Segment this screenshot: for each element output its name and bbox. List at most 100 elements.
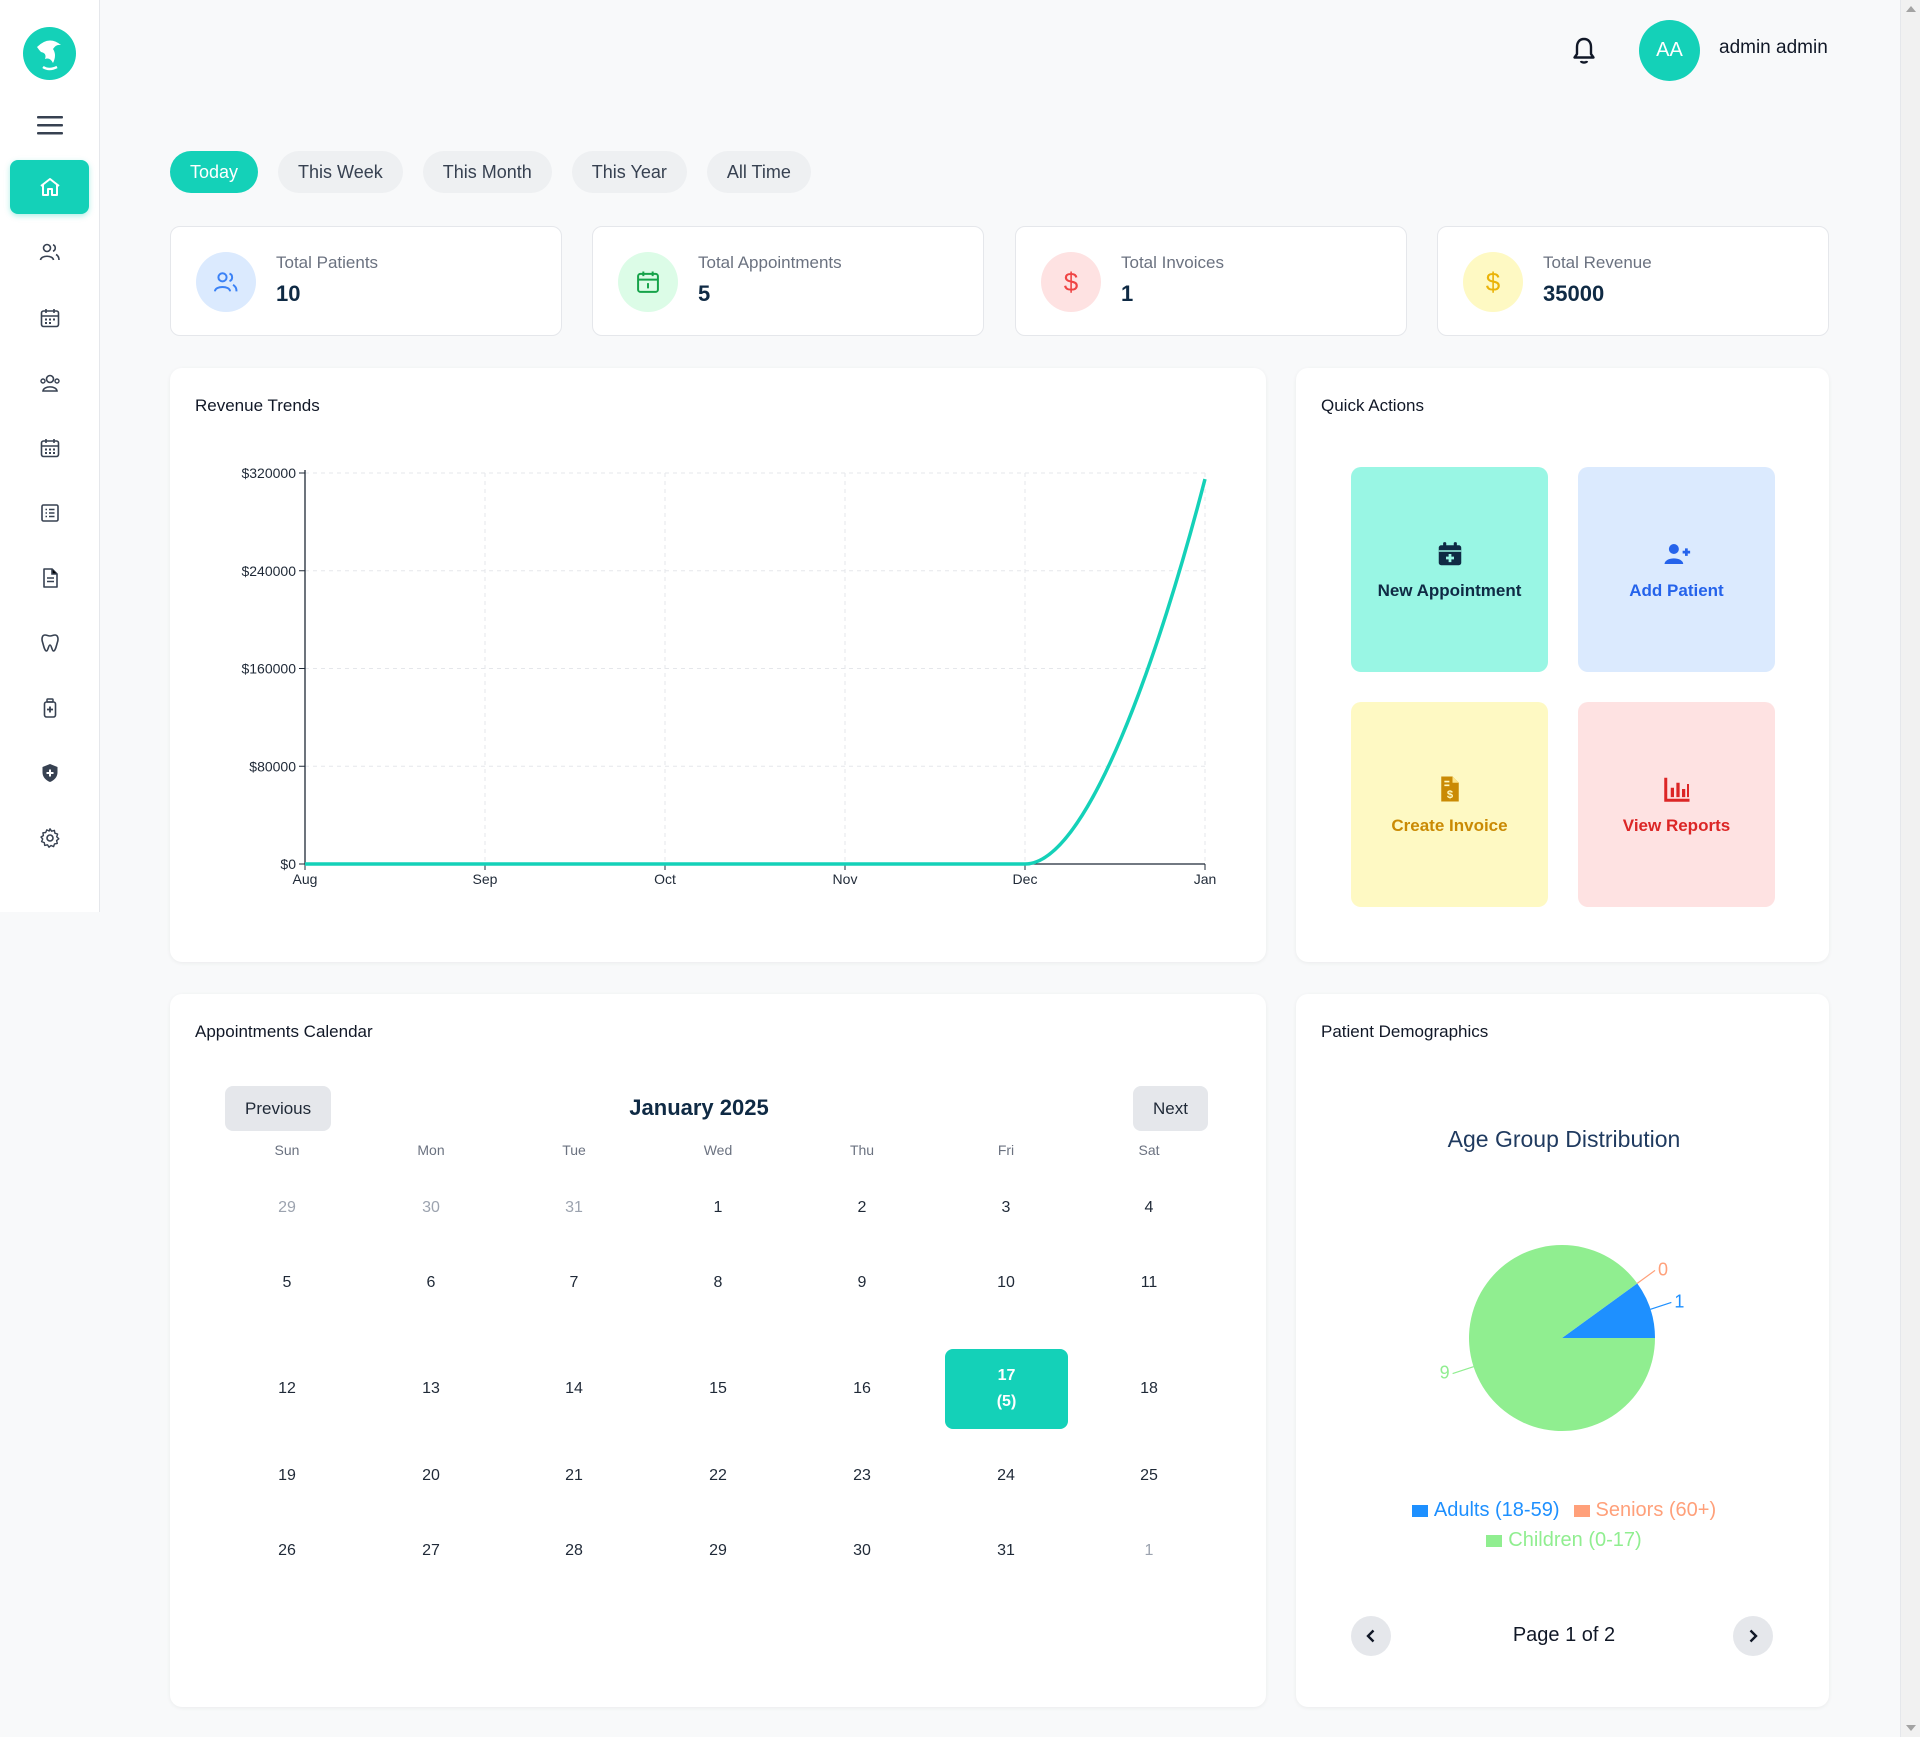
calendar-day[interactable]: 29	[709, 1542, 727, 1559]
day-of-week-header: Fri	[997, 1142, 1015, 1158]
legend-item-adults[interactable]: Adults (18-59)	[1411, 1499, 1560, 1522]
calendar-day[interactable]: 30	[853, 1542, 871, 1559]
sidebar-item-records[interactable]	[10, 486, 89, 540]
legend-swatch	[1411, 1504, 1428, 1517]
calendar-day[interactable]: 27	[422, 1542, 440, 1559]
hamburger-menu-icon[interactable]	[37, 115, 63, 135]
calendar-day[interactable]: 24	[997, 1467, 1015, 1484]
filter-tab-this-year[interactable]: This Year	[571, 151, 687, 193]
invoice-icon: $	[1440, 776, 1459, 801]
legend-item-seniors[interactable]: Seniors (60+)	[1573, 1499, 1716, 1522]
sidebar-item-schedule[interactable]	[10, 421, 89, 475]
sidebar-item-appointments[interactable]	[10, 291, 89, 345]
calendar-day[interactable]: 30	[422, 1199, 440, 1216]
calendar-day[interactable]: 15	[709, 1380, 727, 1397]
filter-tab-all-time[interactable]: All Time	[706, 151, 811, 193]
calendar-icon	[637, 271, 659, 293]
calendar-day[interactable]: 14	[565, 1380, 583, 1397]
sidebar-item-home[interactable]	[10, 160, 89, 214]
revenue-line-chart: $0 $80000 $160000 $240000 $320000 Aug Sep Oct No…	[241, 465, 1216, 887]
calendar-day[interactable]: 20	[422, 1467, 440, 1484]
calendar-previous-button[interactable]: Previous	[225, 1086, 332, 1131]
sidebar-item-medicine[interactable]	[10, 681, 89, 735]
pagination-label: Page 1 of 2	[1512, 1624, 1616, 1646]
calendar-day[interactable]: 1	[713, 1199, 723, 1216]
pager-previous-button[interactable]	[1351, 1616, 1391, 1656]
calendar-day[interactable]: 10	[997, 1274, 1015, 1291]
calendar-day[interactable]: 11	[1140, 1274, 1158, 1291]
logo[interactable]	[23, 27, 76, 80]
calendar-day[interactable]: 31	[565, 1199, 583, 1216]
pie-slice	[1562, 1283, 1655, 1338]
create-invoice-button[interactable]: $ Create Invoice	[1351, 702, 1548, 907]
bell-icon[interactable]	[1570, 36, 1598, 66]
calendar-day[interactable]: 12	[278, 1380, 296, 1397]
qa-label: View Reports	[1622, 815, 1731, 835]
calendar-day[interactable]: 18	[1140, 1380, 1158, 1397]
y-tick-label: $0	[280, 856, 296, 872]
y-tick-label: $240000	[241, 563, 296, 579]
sidebar-item-settings[interactable]	[10, 811, 89, 865]
calendar-day[interactable]: 1	[1144, 1542, 1154, 1559]
sidebar-item-staff[interactable]	[10, 356, 89, 410]
calendar-day[interactable]: 5	[282, 1274, 292, 1291]
calendar-day[interactable]: 28	[565, 1542, 583, 1559]
calendar-day-selected[interactable]: 17 (5)	[945, 1349, 1068, 1429]
legend-swatch	[1486, 1534, 1503, 1547]
view-reports-button[interactable]: View Reports	[1578, 702, 1775, 907]
calendar-day[interactable]: 22	[709, 1467, 727, 1484]
pie-legend-row: Adults (18-59) Seniors (60+)	[1296, 1499, 1832, 1522]
sidebar-item-patients[interactable]	[10, 225, 89, 279]
filter-tab-this-week[interactable]: This Week	[278, 151, 403, 193]
calendar-day[interactable]: 26	[278, 1542, 296, 1559]
calendar-day[interactable]: 6	[426, 1274, 436, 1291]
day-of-week-header: Thu	[849, 1142, 875, 1158]
sidebar-item-insurance[interactable]	[10, 746, 89, 800]
calendar-day[interactable]: 19	[278, 1467, 296, 1484]
add-patient-button[interactable]: Add Patient	[1578, 467, 1775, 672]
age-group-pie-chart: 10 9	[1440, 1245, 1684, 1431]
user-group-icon	[39, 374, 60, 392]
quick-actions-panel: Quick Actions New Appointment Add Patien…	[1296, 368, 1829, 962]
svg-text:$: $	[1446, 788, 1453, 800]
calendar-day[interactable]: 8	[713, 1274, 723, 1291]
calendar-day[interactable]: 4	[1144, 1199, 1154, 1216]
username[interactable]: admin admin	[1719, 37, 1828, 58]
day-of-week-header: Wed	[703, 1142, 733, 1158]
pager-next-button[interactable]	[1733, 1616, 1773, 1656]
calendar-next-button[interactable]: Next	[1133, 1086, 1208, 1131]
sidebar-item-invoices[interactable]	[10, 551, 89, 605]
filter-tab-this-month[interactable]: This Month	[422, 151, 552, 193]
shield-plus-icon	[42, 764, 57, 782]
scroll-down-icon[interactable]	[1906, 1725, 1916, 1731]
calendar-day[interactable]: 9	[857, 1274, 867, 1291]
pie-slice-label: 1	[1674, 1291, 1684, 1311]
y-tick-label: $80000	[249, 758, 296, 774]
calendar-day[interactable]: 7	[569, 1274, 579, 1291]
calendar-plus-icon	[1438, 541, 1461, 565]
filter-tab-today[interactable]: Today	[170, 151, 259, 193]
home-icon	[39, 178, 60, 196]
qa-label: Create Invoice	[1391, 815, 1508, 835]
calendar-day[interactable]: 31	[997, 1542, 1015, 1559]
avatar[interactable]: AA	[1639, 20, 1700, 81]
calendar-day[interactable]: 13	[422, 1380, 440, 1397]
legend-item-children[interactable]: Children (0-17)	[1486, 1529, 1642, 1552]
stat-icon-bg	[618, 252, 678, 312]
vertical-scrollbar[interactable]	[1900, 0, 1920, 1737]
legend-label: Adults (18-59)	[1433, 1499, 1560, 1521]
calendar-day[interactable]: 3	[1001, 1199, 1011, 1216]
calendar-day[interactable]: 16	[853, 1380, 871, 1397]
sidebar-item-dental[interactable]	[10, 616, 89, 670]
x-tick-label: Nov	[833, 871, 858, 887]
pie-slice	[1469, 1245, 1655, 1431]
calendar-day[interactable]: 21	[565, 1467, 583, 1484]
scroll-up-icon[interactable]	[1906, 6, 1916, 12]
calendar-day[interactable]: 29	[278, 1199, 296, 1216]
new-appointment-button[interactable]: New Appointment	[1351, 467, 1548, 672]
stat-value: 35000	[1543, 281, 1605, 306]
calendar-day[interactable]: 25	[1140, 1467, 1158, 1484]
panel-title: Quick Actions	[1321, 396, 1424, 415]
calendar-day[interactable]: 2	[857, 1199, 867, 1216]
calendar-day[interactable]: 23	[853, 1467, 871, 1484]
